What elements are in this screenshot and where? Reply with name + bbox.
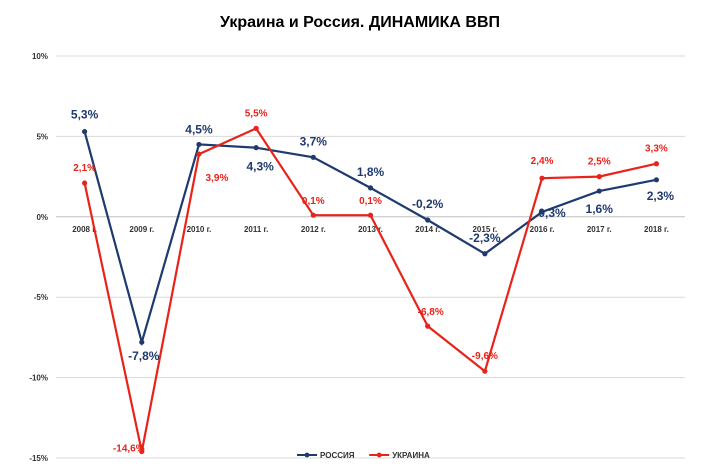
series-line-russia xyxy=(83,131,657,347)
x-tick-label: 2008 г. xyxy=(72,225,97,234)
data-label-russia: 2,3% xyxy=(647,189,675,203)
data-point-ukraine xyxy=(139,448,145,455)
data-label-russia: 1,8% xyxy=(357,165,385,179)
data-point-russia xyxy=(482,251,488,257)
data-label-ukraine: 0,1% xyxy=(302,196,325,207)
legend-label-russia: РОССИЯ xyxy=(320,451,355,460)
data-point-russia xyxy=(539,209,545,215)
data-label-russia: -0,2% xyxy=(412,197,444,211)
x-tick-label: 2015 г. xyxy=(472,225,497,234)
data-point-russia xyxy=(196,141,202,148)
legend: РОССИЯ УКРАИНА xyxy=(297,451,430,460)
data-label-russia: 3,7% xyxy=(300,134,328,148)
data-label-ukraine: -9,6% xyxy=(472,351,498,362)
chart-title: Украина и Россия. ДИНАМИКА ВВП xyxy=(220,14,500,31)
data-label-ukraine: 0,1% xyxy=(359,196,382,207)
grid-layer xyxy=(56,55,685,459)
x-axis-ticks: 2008 г. 2009 г. 2010 г. 2011 г. 2012 г. 2013 … xyxy=(72,225,669,234)
data-point-russia xyxy=(253,145,259,151)
data-label-russia: 5,3% xyxy=(71,108,99,122)
data-label-ukraine: 2,1% xyxy=(73,163,96,174)
data-point-russia xyxy=(425,217,431,223)
x-tick-label: 2011 г. xyxy=(244,225,268,234)
y-tick-label: 10% xyxy=(32,52,48,61)
data-label-ukraine: 2,5% xyxy=(588,157,611,168)
data-label-ukraine: 5,5% xyxy=(245,108,268,119)
data-point-ukraine xyxy=(367,212,374,218)
data-label-ukraine: 3,9% xyxy=(206,173,229,184)
y-tick-label: 0% xyxy=(36,213,48,222)
data-point-ukraine xyxy=(253,125,259,131)
x-tick-label: 2018 г. xyxy=(644,225,669,234)
data-point-ukraine xyxy=(539,175,545,181)
x-tick-label: 2017 г. xyxy=(587,225,612,234)
x-tick-label: 2012 г. xyxy=(301,225,326,234)
y-tick-label: -5% xyxy=(34,293,48,302)
data-point-russia xyxy=(653,177,660,183)
x-tick-label: 2014 г. xyxy=(415,225,440,234)
data-label-ukraine: 2,4% xyxy=(531,156,554,167)
x-tick-label: 2016 г. xyxy=(530,225,555,234)
data-point-russia xyxy=(310,154,316,160)
x-tick-label: 2009 г. xyxy=(129,225,154,234)
data-point-russia xyxy=(139,339,145,345)
legend-marker-russia xyxy=(304,452,310,458)
data-label-russia: 0,3% xyxy=(538,206,566,220)
data-label-russia: 1,6% xyxy=(586,202,614,216)
data-label-layer: 5,3% -7,8% 4,5% 4,3% 3,7% 1,8% -0,2% -2,3% 0,3% 1… xyxy=(71,108,674,455)
data-label-ukraine: 3,3% xyxy=(645,144,668,155)
data-label-ukraine: -6,8% xyxy=(418,307,444,318)
legend-marker-ukraine xyxy=(376,452,382,458)
legend-label-ukraine: УКРАИНА xyxy=(392,451,430,460)
data-point-ukraine xyxy=(425,323,431,329)
y-tick-label: 5% xyxy=(36,132,48,141)
y-tick-label: -15% xyxy=(29,454,48,463)
data-point-russia xyxy=(81,128,88,135)
data-point-ukraine xyxy=(81,180,88,186)
data-point-ukraine xyxy=(653,161,660,167)
series-layer xyxy=(81,125,660,455)
data-label-russia: 4,3% xyxy=(246,160,274,174)
data-point-russia xyxy=(596,188,602,194)
x-tick-label: 2013 г. xyxy=(358,225,383,234)
y-axis-ticks: 10% 5% 0% -5% -10% -15% xyxy=(29,52,48,463)
data-point-russia xyxy=(367,185,374,191)
data-label-russia: 4,5% xyxy=(185,122,213,136)
x-tick-label: 2010 г. xyxy=(187,225,212,234)
data-label-russia: -7,8% xyxy=(128,349,160,363)
data-point-ukraine xyxy=(482,368,488,374)
data-point-ukraine xyxy=(196,151,202,157)
data-point-ukraine xyxy=(310,212,316,218)
data-point-ukraine xyxy=(596,174,602,180)
data-label-russia: -2,3% xyxy=(469,231,501,245)
y-tick-label: -10% xyxy=(29,374,48,383)
data-label-ukraine: -14,6% xyxy=(113,444,145,455)
